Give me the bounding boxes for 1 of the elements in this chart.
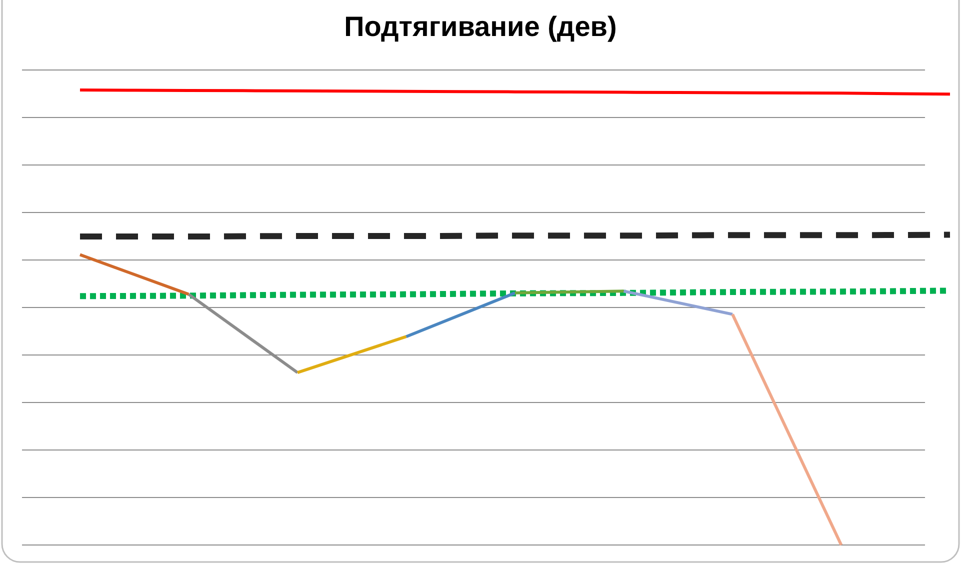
- chart-title: Подтягивание (дев): [344, 11, 617, 42]
